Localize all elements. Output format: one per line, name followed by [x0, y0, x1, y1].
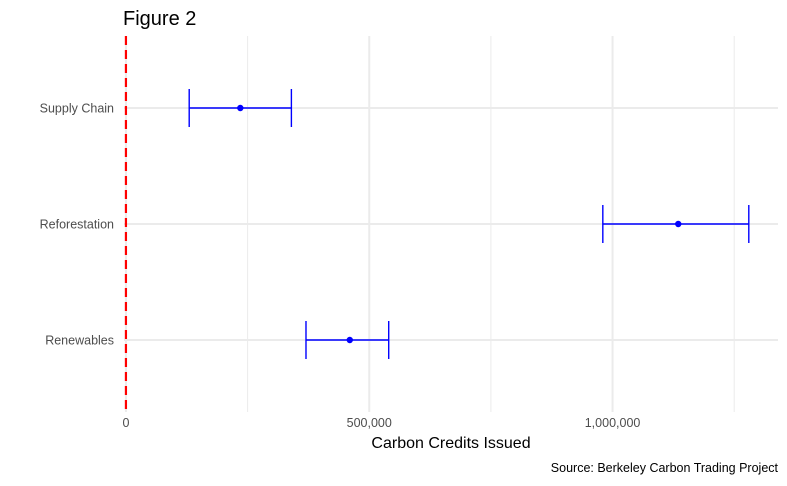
x-tick-label: 0 — [122, 416, 129, 430]
point-estimate — [237, 104, 244, 112]
x-tick-label: 500,000 — [347, 416, 392, 430]
caption: Source: Berkeley Carbon Trading Project — [551, 461, 779, 475]
chart-title: Figure 2 — [123, 8, 196, 30]
y-tick-labels: Supply Chain Reforestation Renewables — [40, 102, 114, 348]
y-tick-label: Supply Chain — [40, 102, 114, 116]
x-tick-label: 1,000,000 — [585, 416, 641, 430]
marks — [188, 89, 750, 359]
x-tick-labels: 0 500,000 1,000,000 — [122, 416, 640, 430]
y-tick-label: Reforestation — [40, 218, 114, 232]
point-estimate — [346, 336, 353, 344]
x-axis-title: Carbon Credits Issued — [371, 435, 530, 452]
point-estimate — [675, 220, 682, 228]
y-tick-label: Renewables — [45, 334, 114, 348]
